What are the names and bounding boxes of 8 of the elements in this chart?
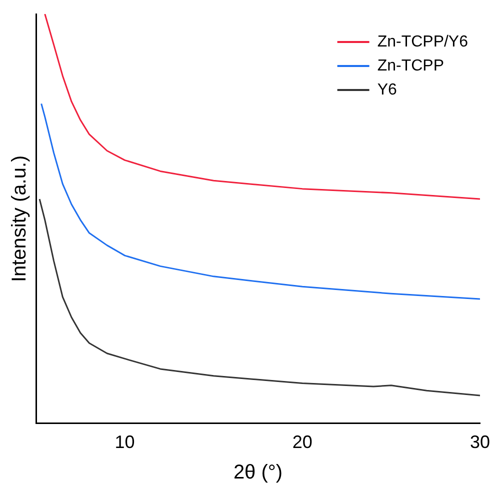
x-axis-title: 2θ (°) [233, 462, 283, 484]
legend-label: Zn-TCPP/Y6 [377, 33, 468, 50]
y-axis-title: Intensity (a.u.) [8, 155, 31, 282]
x-tick-label: 30 [470, 432, 490, 452]
x-tick-label: 10 [114, 432, 135, 452]
x-tick-label: 20 [292, 432, 312, 452]
legend-label: Zn-TCPP [377, 57, 444, 74]
legend-label: Y6 [377, 81, 397, 98]
